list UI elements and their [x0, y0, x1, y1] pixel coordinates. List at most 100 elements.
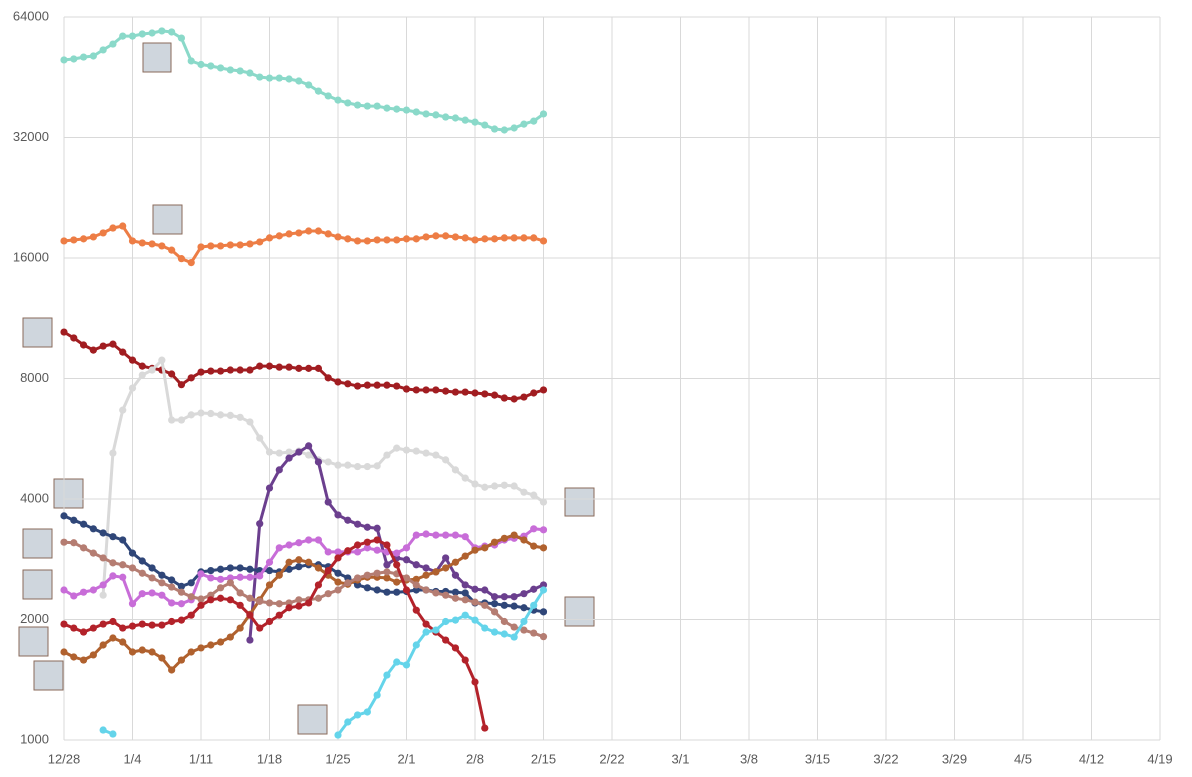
- data-point: [393, 236, 401, 244]
- data-point: [422, 530, 430, 538]
- data-point: [334, 378, 342, 386]
- data-point: [442, 591, 450, 599]
- data-point: [128, 564, 137, 572]
- data-point: [461, 596, 469, 604]
- data-point: [510, 124, 518, 132]
- x-tick-label: 3/15: [805, 751, 830, 766]
- data-point: [383, 381, 391, 389]
- data-point: [119, 406, 127, 414]
- data-point: [168, 370, 176, 378]
- data-point: [402, 586, 411, 594]
- data-point: [295, 596, 303, 604]
- data-point: [373, 524, 381, 532]
- x-tick-label: 4/12: [1079, 751, 1104, 766]
- data-point: [265, 448, 274, 456]
- data-point: [314, 364, 323, 372]
- data-point: [422, 110, 430, 118]
- data-point: [539, 544, 548, 552]
- data-point: [451, 644, 460, 652]
- x-tick-label: 3/22: [873, 751, 898, 766]
- data-point: [128, 237, 137, 245]
- data-point: [256, 520, 264, 528]
- data-point: [265, 617, 274, 626]
- data-point: [539, 237, 548, 245]
- data-point: [402, 446, 411, 454]
- data-point: [422, 620, 430, 628]
- data-point: [481, 624, 489, 632]
- data-point: [285, 75, 293, 83]
- data-point: [89, 651, 97, 659]
- data-point: [500, 481, 508, 489]
- x-tick-label: 3/1: [671, 751, 689, 766]
- data-point: [70, 653, 78, 661]
- series-icon: [564, 596, 595, 627]
- data-point: [246, 418, 254, 426]
- data-point: [539, 581, 548, 589]
- series-line: [101, 358, 545, 596]
- data-point: [402, 385, 411, 393]
- data-point: [265, 74, 274, 82]
- data-point: [324, 590, 332, 598]
- data-point: [119, 536, 127, 544]
- data-point: [344, 235, 352, 243]
- data-point: [275, 544, 283, 552]
- data-point: [99, 620, 107, 628]
- data-point: [539, 498, 548, 506]
- data-point: [461, 234, 469, 242]
- data-point: [246, 594, 254, 602]
- data-point: [432, 111, 440, 119]
- series: [60, 328, 548, 403]
- data-point: [510, 234, 518, 242]
- data-point: [109, 634, 117, 642]
- data-point: [520, 604, 528, 612]
- data-point: [432, 589, 440, 597]
- data-point: [471, 480, 479, 488]
- data-point: [168, 617, 176, 626]
- data-point: [500, 534, 508, 542]
- grid: [63, 16, 1161, 741]
- data-point: [500, 593, 508, 601]
- data-point: [138, 362, 146, 370]
- data-point: [363, 571, 371, 579]
- data-point: [197, 409, 205, 417]
- data-point: [197, 595, 205, 603]
- data-point: [373, 586, 381, 594]
- data-point: [197, 243, 205, 251]
- data-point: [99, 641, 107, 649]
- data-point: [148, 240, 156, 248]
- data-point: [138, 569, 146, 577]
- data-point: [490, 235, 499, 243]
- data-point: [373, 381, 381, 389]
- data-point: [99, 46, 107, 54]
- series-line: [63, 29, 545, 132]
- data-point: [70, 624, 78, 632]
- data-point: [128, 549, 137, 557]
- data-point: [510, 482, 518, 490]
- data-point: [197, 601, 205, 609]
- series: [60, 222, 548, 267]
- data-point: [207, 596, 215, 604]
- data-point: [314, 594, 323, 602]
- data-point: [393, 382, 401, 390]
- data-point: [510, 633, 518, 641]
- data-point: [138, 239, 146, 247]
- data-point: [109, 617, 117, 626]
- data-point: [461, 589, 469, 597]
- series: [60, 531, 548, 674]
- data-point: [530, 234, 538, 242]
- data-point: [148, 366, 156, 374]
- data-point: [236, 366, 244, 374]
- data-point: [236, 241, 244, 249]
- series-line: [63, 514, 544, 614]
- data-point: [187, 259, 195, 267]
- data-point: [256, 434, 264, 442]
- data-point: [471, 118, 479, 126]
- data-point: [530, 585, 538, 593]
- data-point: [177, 255, 186, 263]
- data-point: [412, 641, 420, 649]
- data-point: [363, 523, 371, 531]
- data-point: [471, 546, 479, 554]
- data-point: [109, 533, 117, 541]
- data-point: [442, 554, 450, 562]
- data-point: [60, 328, 68, 336]
